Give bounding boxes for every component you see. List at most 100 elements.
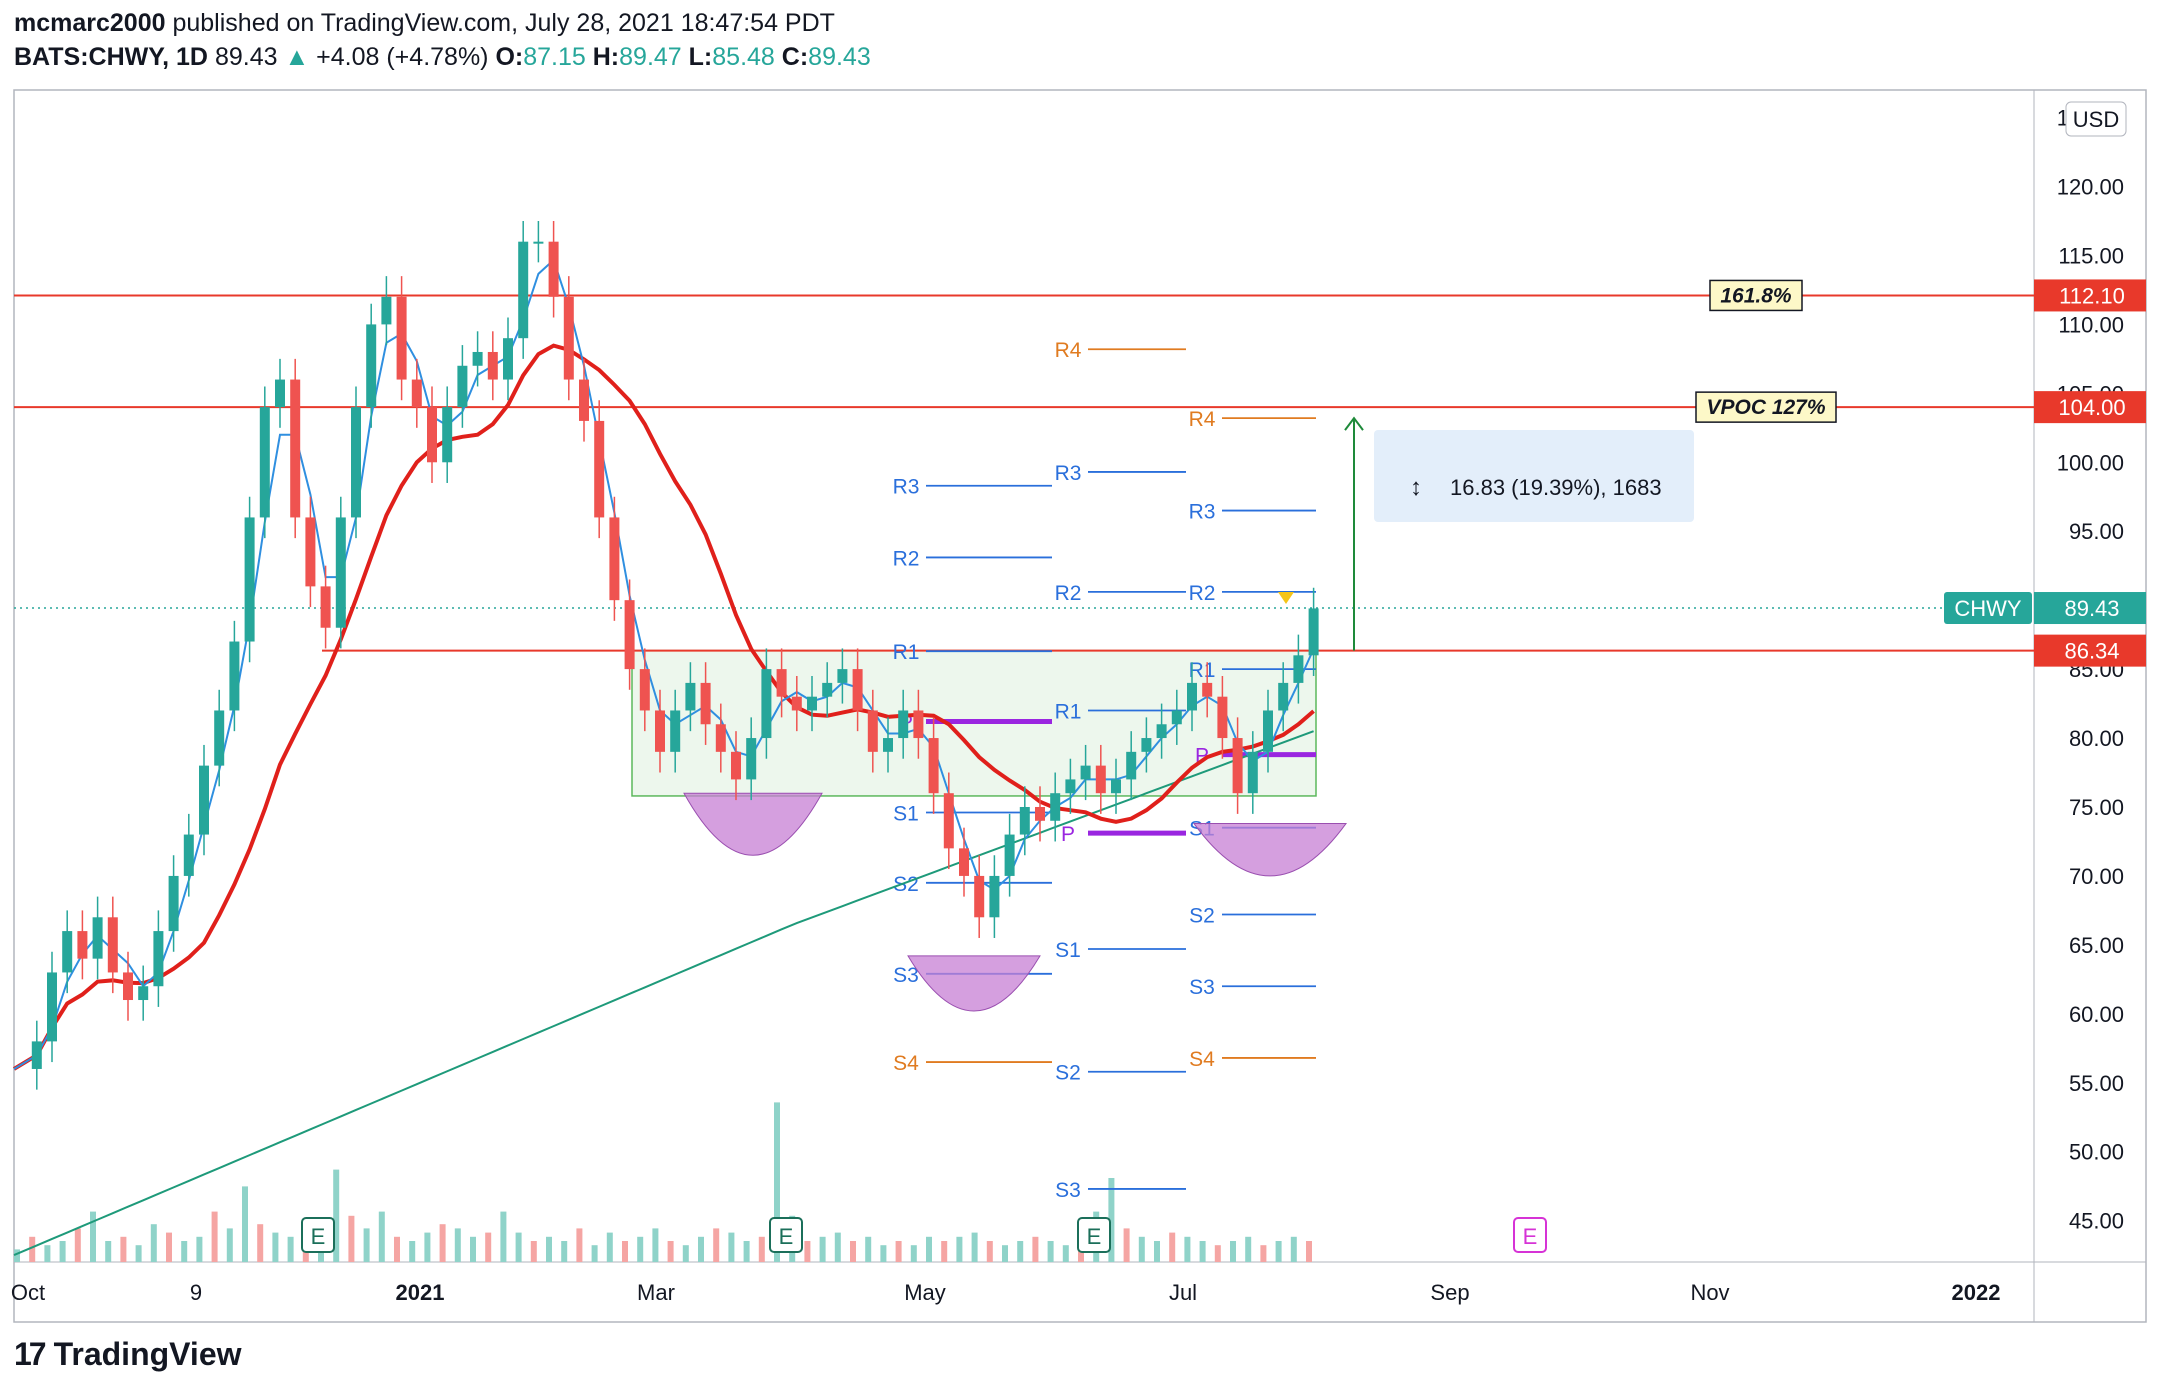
level-annotation-box [1695,391,1837,423]
volume-bar [1245,1236,1252,1262]
candle-body [670,710,681,752]
candle-body [411,379,422,408]
volume-bar [850,1241,856,1262]
volume-bar [1260,1245,1267,1262]
close-value: 89.43 [808,43,871,71]
volume-bar [287,1236,294,1262]
y-tick-label: 55.00 [2069,1071,2124,1096]
pivot-label: S2 [893,873,919,896]
volume-bar [257,1224,264,1262]
candle-body [290,379,301,518]
level-annotation-box [1709,279,1803,312]
candle-body [1035,806,1045,821]
candle-body [199,765,209,835]
volume-bar [1214,1245,1221,1262]
ma-50-line [12,343,1315,1071]
tradingview-mark-icon: 17 [14,1336,47,1372]
volume-bar [530,1241,537,1262]
candle-body [275,379,285,408]
published-text: published on TradingView.com, July 28, 2… [172,9,835,37]
volume-bar [90,1211,96,1262]
candle-body [183,834,194,876]
y-tick-label: 95.00 [2069,519,2124,544]
volume-bar [439,1224,446,1262]
currency-label: USD [2073,107,2119,132]
cup-pattern [683,792,823,856]
volume-bar [424,1232,431,1262]
candle-body [335,517,346,628]
candle-body [731,751,741,780]
measure-arrowhead-icon [1344,416,1364,431]
cup-pattern [1193,823,1347,877]
volume-bar [865,1236,872,1262]
volume-bar [105,1241,112,1262]
x-tick-label: Sep [1430,1280,1469,1305]
candle-body [974,875,985,918]
volume-bar [1230,1241,1236,1262]
chart-header: mcmarc2000 published on TradingView.com,… [14,6,871,74]
level-price-tag [2034,391,2146,424]
volume-bar [363,1228,370,1262]
volume-bar [485,1232,492,1262]
candle-body [1217,696,1228,739]
pivot-label: R1 [1055,700,1082,723]
candle-body [1019,806,1030,835]
volume-bar [576,1228,583,1262]
volume-bar [1002,1245,1008,1262]
candle-body [746,738,757,780]
candle-body [548,241,559,297]
volume-bar [652,1228,659,1262]
volume-bar [211,1211,218,1262]
candle-body [579,379,589,421]
ohlc-line: BATS:CHWY, 1D 89.43 ▲ +4.08 (+4.78%) O:8… [14,40,871,74]
volume-bar [333,1169,340,1262]
candle-body [503,338,513,380]
volume-bar [74,1228,81,1262]
volume-bar [682,1245,689,1262]
measure-box [1374,430,1694,522]
candle-body [852,669,863,711]
volume-bar [637,1236,644,1262]
candle-body [153,931,164,987]
candle-body [1095,765,1106,794]
candle-body [1156,724,1167,739]
volume-bar [834,1232,841,1262]
earnings-label: E [779,1224,794,1249]
pivot-label: R2 [893,547,920,570]
pivot-label: R3 [893,476,920,499]
y-tick-label: 110.00 [2058,312,2124,337]
volume-bar [956,1236,963,1262]
candle-body [487,351,498,380]
volume-bar [44,1245,51,1262]
volume-bar [986,1241,993,1262]
volume-bar [409,1241,416,1262]
candle-body [1232,738,1243,794]
y-tick-label: 65.00 [2069,933,2124,958]
candle-body [1080,765,1091,780]
candle-body [1263,710,1273,752]
volume-bar [1047,1241,1054,1262]
x-tick-label: Nov [1690,1280,1729,1305]
last-price-tag [2034,592,2146,625]
candle-body [685,682,696,711]
earnings-icon [769,1217,803,1253]
pivot-label: S3 [1055,1179,1081,1202]
volume-bar [515,1232,522,1262]
candle-body [807,696,817,711]
candle-body [1126,751,1137,780]
tradingview-logo[interactable]: 17 TradingView [14,1336,242,1373]
candle-body [943,793,954,849]
candle-body [472,351,483,366]
volume-bar [895,1241,902,1262]
candle-body [791,696,802,711]
open-label: O: [495,43,524,71]
candle-body [518,241,529,339]
measure-label: 16.83 (19.39%), 1683 [1450,475,1662,500]
volume-bar [181,1241,188,1262]
volume-bar [591,1245,598,1262]
volume-bar [1169,1232,1176,1262]
candle-body [1293,655,1304,683]
symbol-tag-label: CHWY [1954,596,2022,621]
publisher-name[interactable]: mcmarc2000 [14,9,166,37]
